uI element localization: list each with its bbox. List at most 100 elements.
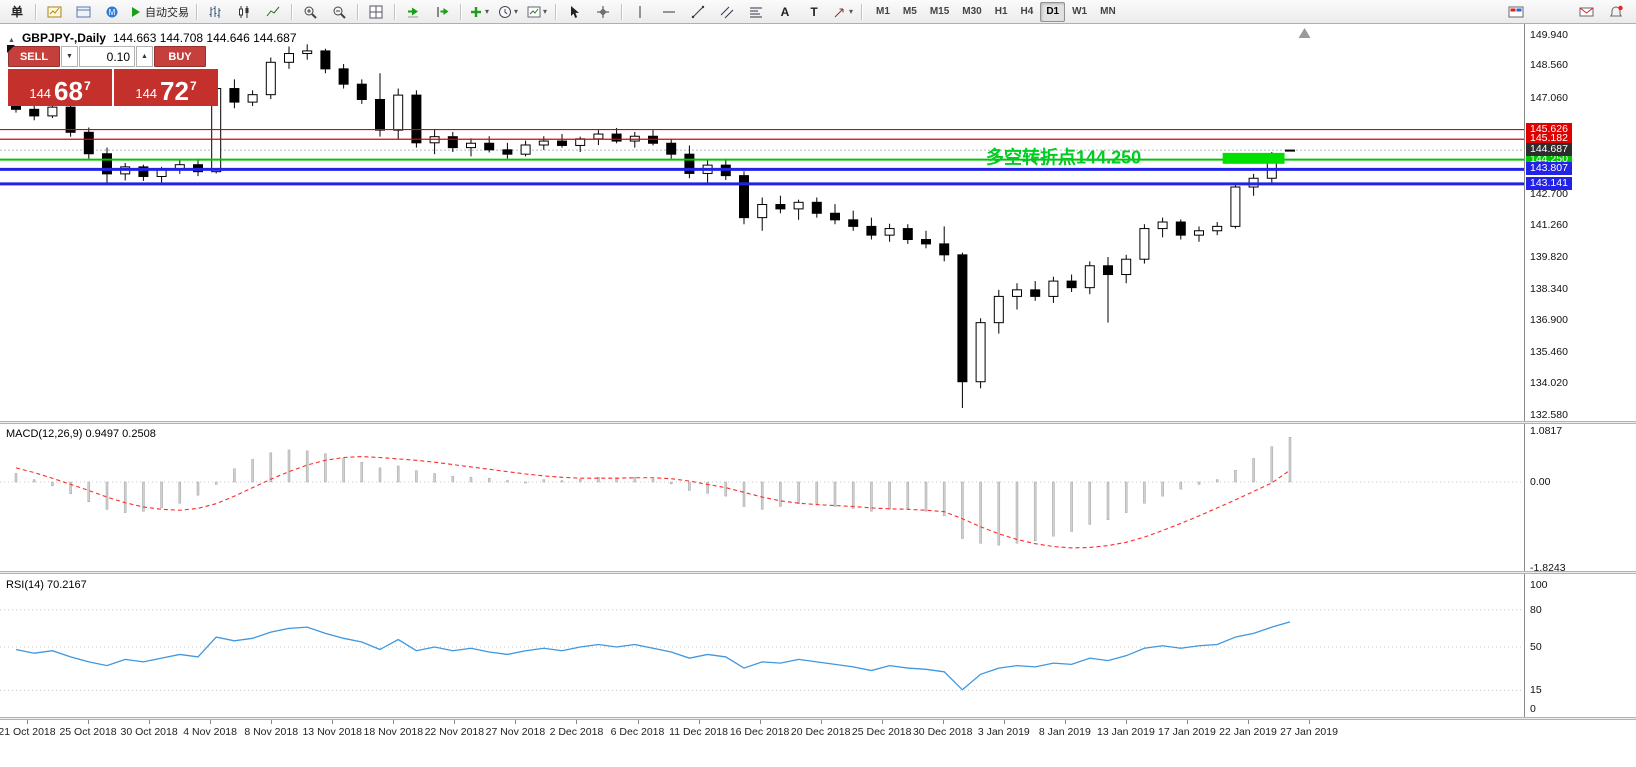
message-icon [1579, 5, 1594, 19]
trendline-button[interactable] [684, 1, 712, 23]
text-label-button[interactable]: T [810, 4, 818, 19]
autotrading-button[interactable]: 自动交易 [127, 1, 192, 23]
profiles-button[interactable] [69, 1, 97, 23]
rsi-line [15, 621, 1291, 691]
time-label: 13 Nov 2018 [302, 726, 363, 738]
rsi-canvas[interactable] [0, 574, 1524, 717]
timeframe-w1[interactable]: W1 [1072, 6, 1088, 17]
timeframe-h1[interactable]: H1 [994, 6, 1008, 17]
timeframe-d1[interactable]: D1 [1040, 1, 1066, 22]
symbol-period-label: GBPJPY-,Daily [21, 31, 106, 45]
autoscroll-icon [406, 5, 420, 19]
zoom-out-button[interactable] [325, 1, 353, 23]
window-layout-button[interactable] [1502, 1, 1530, 23]
toolbar-separator [394, 3, 395, 20]
fibonacci-button[interactable] [742, 1, 770, 23]
time-label: 21 Oct 2018 [0, 726, 56, 738]
macd-label: MACD(12,26,9) 0.9497 0.2508 [6, 428, 156, 440]
panel-splitter-1[interactable] [0, 421, 1636, 424]
price-axis[interactable]: 149.940 148.560 147.060 142.700 141.260 139.8… [1524, 24, 1636, 720]
time-tick [698, 720, 700, 724]
templates-button[interactable] [523, 1, 551, 23]
macd-panel[interactable]: MACD(12,26,9) 0.9497 0.2508 [0, 424, 1524, 571]
buy-button[interactable]: BUY [154, 46, 206, 67]
cursor-button[interactable] [560, 1, 588, 23]
rsi-tick-50: 50 [1530, 641, 1542, 653]
community-button[interactable]: M [98, 1, 126, 23]
messages-button[interactable] [1572, 1, 1600, 23]
bar-chart-button[interactable] [201, 1, 229, 23]
zoom-in-button[interactable] [296, 1, 324, 23]
chart-shift-marker[interactable] [1298, 28, 1311, 38]
timeframe-m5[interactable]: M5 [902, 6, 917, 17]
time-label: 30 Dec 2018 [912, 726, 973, 738]
shapes-icon [833, 5, 847, 19]
macd-canvas[interactable] [0, 424, 1524, 571]
timeframe-mn[interactable]: MN [1100, 6, 1116, 17]
chart-title: GBPJPY-,Daily 144.663 144.708 144.646 14… [8, 31, 297, 45]
volume-input[interactable] [79, 46, 135, 67]
horizontal-line-button[interactable] [655, 1, 683, 23]
price-tick-135.460: 135.460 [1530, 345, 1568, 358]
panel-splitter-3[interactable] [0, 717, 1636, 720]
price-chart-panel[interactable]: 多空转折点144.250 GBPJPY-,Daily 144.663 144.7… [0, 24, 1524, 421]
current-price-box: 144.687 [1526, 143, 1572, 157]
new-chart-button[interactable] [40, 1, 68, 23]
collapse-panel-icon[interactable] [7, 45, 15, 53]
price-tick-136.900: 136.900 [1530, 314, 1568, 327]
bid-prefix: 144 [29, 86, 52, 101]
chart-shift-button[interactable] [428, 1, 456, 23]
candles-icon [237, 5, 251, 19]
channel-button[interactable] [713, 1, 741, 23]
bid-price-button[interactable]: 144 68 7 [8, 69, 112, 106]
alerts-button[interactable] [1602, 1, 1630, 23]
toolbar-separator [196, 3, 197, 20]
time-label: 27 Nov 2018 [485, 726, 546, 738]
text-button[interactable]: A [780, 4, 790, 19]
new-order-button[interactable]: 单 [10, 5, 23, 19]
volume-spinner-button[interactable] [136, 46, 153, 67]
vertical-line-button[interactable] [626, 1, 654, 23]
highlight-box[interactable] [1222, 152, 1285, 164]
toolbar-separator [357, 3, 358, 20]
time-tick [1125, 720, 1127, 724]
rsi-panel[interactable]: RSI(14) 70.2167 [0, 574, 1524, 717]
ask-big-digits: 72 [160, 76, 189, 106]
time-axis[interactable]: 21 Oct 2018 25 Oct 2018 30 Oct 2018 4 Nov 2… [0, 720, 1636, 742]
crosshair-button[interactable] [589, 1, 617, 23]
indicators-button[interactable] [465, 1, 493, 23]
annotation-text[interactable]: 多空转折点144.250 [986, 146, 1141, 167]
rsi-tick-100: 100 [1530, 579, 1548, 591]
periods-button[interactable] [494, 1, 522, 23]
ask-price-button[interactable]: 144 72 7 [114, 69, 218, 106]
trade-prices-row: 144 68 7 144 72 7 [8, 69, 218, 106]
timeframe-m30[interactable]: M30 [962, 6, 982, 17]
time-tick [454, 720, 456, 724]
panel-splitter-2[interactable] [0, 571, 1636, 574]
auto-scroll-button[interactable] [399, 1, 427, 23]
time-tick [1064, 720, 1066, 724]
chart-symbol-icon [8, 31, 15, 45]
time-tick [942, 720, 944, 724]
bid-big-digits: 68 [54, 76, 83, 106]
shapes-button[interactable] [829, 1, 857, 23]
price-tick-142.700: 142.700 [1530, 187, 1568, 200]
linechart-icon [266, 5, 280, 19]
timeframe-m15[interactable]: M15 [929, 6, 950, 17]
candlestick-chart-button[interactable] [230, 1, 258, 23]
price-tick-132.580: 132.580 [1530, 408, 1568, 421]
timeframe-m1[interactable]: M1 [876, 6, 890, 17]
line-chart-button[interactable] [259, 1, 287, 23]
rsi-tick-15: 15 [1530, 684, 1542, 697]
timeframe-h4[interactable]: H4 [1020, 6, 1034, 17]
tile-windows-button[interactable] [362, 1, 390, 23]
volume-dropdown-button[interactable] [61, 46, 78, 67]
price-chart-canvas[interactable]: 多空转折点144.250 [0, 24, 1524, 421]
time-label: 16 Dec 2018 [729, 726, 790, 738]
crosshair-icon [596, 5, 610, 19]
time-label: 6 Dec 2018 [610, 726, 665, 738]
candlesticks [11, 44, 1295, 408]
time-tick [1248, 720, 1249, 724]
zoomout-icon [332, 5, 346, 19]
sell-button[interactable]: SELL [8, 46, 60, 67]
